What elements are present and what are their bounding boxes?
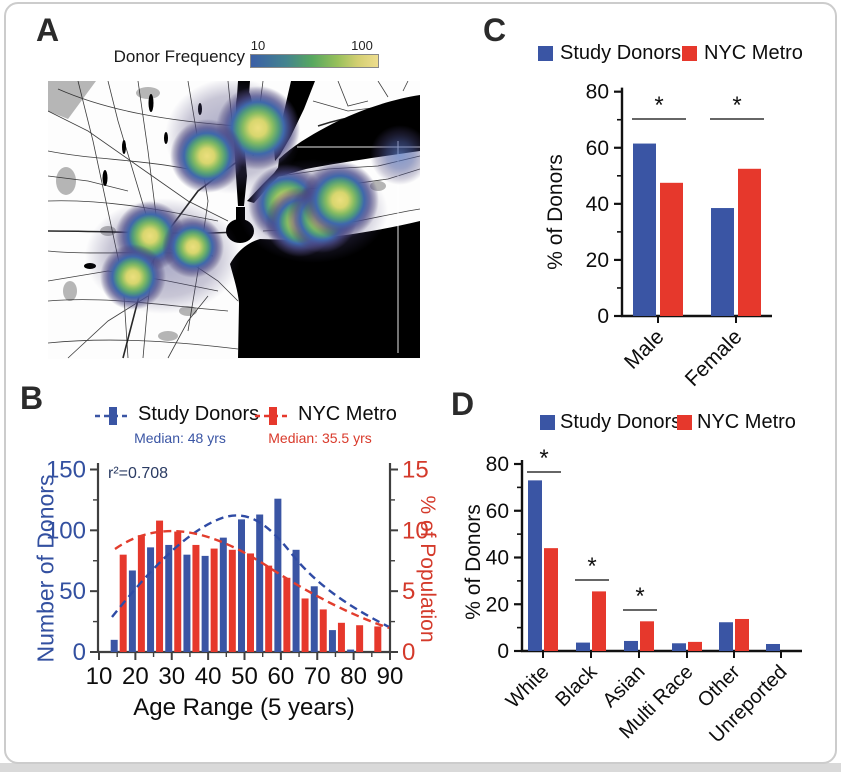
page-background-strip [0,763,841,772]
panel-b-label: B [20,380,45,416]
median-study-donors: Median: 48 yrs [134,430,226,446]
heat-blobs [85,81,420,314]
legend-swatch-study-donors-d [540,415,555,430]
panel-d-label: D [451,386,476,422]
axis-label-pct-donors-d: % of Donors [462,504,485,620]
colorbar-min-label: 10 [250,38,266,53]
legend-b-study-donors: Study Donors [138,403,260,425]
axis-label-pct-of-population: % of Population [416,495,439,643]
r-squared-annotation: r²=0.708 [108,465,169,482]
legend-swatch-nyc-metro-d [677,415,692,430]
legend-d-study-donors: Study Donors [560,411,682,433]
median-nyc-metro: Median: 35.5 yrs [268,430,372,446]
panel-a-label: A [36,12,61,48]
legend-swatch-study-donors-c [538,46,553,61]
legend-marker-study-donors-icon [95,407,131,425]
colorbar-max-label: 100 [351,38,373,53]
axis-label-age-range: Age Range (5 years) [133,694,355,721]
legend-c-nyc-metro: NYC Metro [704,42,803,64]
colorbar-gradient [250,54,379,68]
legend-b-nyc-metro: NYC Metro [298,403,397,425]
axis-label-pct-donors-c: % of Donors [544,154,567,270]
legend-swatch-nyc-metro-c [682,46,697,61]
panel-c-label: C [483,12,508,48]
legend-c-study-donors: Study Donors [560,42,682,64]
legend-d-nyc-metro: NYC Metro [697,411,796,433]
axis-label-number-of-donors: Number of Donors [32,474,59,663]
colorbar-title: Donor Frequency [113,47,245,66]
legend-marker-nyc-metro-icon [255,407,291,425]
donor-frequency-heatmap [48,81,420,359]
